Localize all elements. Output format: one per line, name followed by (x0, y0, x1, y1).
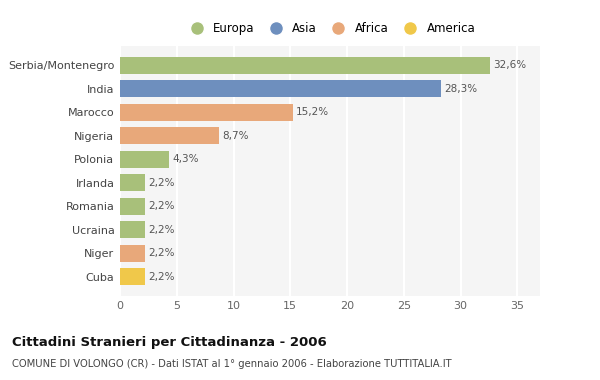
Text: 2,2%: 2,2% (148, 225, 175, 234)
Text: 2,2%: 2,2% (148, 248, 175, 258)
Bar (120, 174, 145, 191)
Text: 4,3%: 4,3% (172, 154, 199, 164)
Bar (120, 221, 145, 238)
Text: 15,2%: 15,2% (296, 108, 329, 117)
Text: 8,7%: 8,7% (222, 131, 248, 141)
Bar (120, 198, 145, 215)
Legend: Europa, Asia, Africa, America: Europa, Asia, Africa, America (181, 19, 479, 39)
Text: 2,2%: 2,2% (148, 201, 175, 211)
Text: 32,6%: 32,6% (493, 60, 527, 70)
Text: Cittadini Stranieri per Cittadinanza - 2006: Cittadini Stranieri per Cittadinanza - 2… (12, 336, 327, 349)
Bar (120, 57, 490, 74)
Bar (120, 127, 219, 144)
Text: COMUNE DI VOLONGO (CR) - Dati ISTAT al 1° gennaio 2006 - Elaborazione TUTTITALIA: COMUNE DI VOLONGO (CR) - Dati ISTAT al 1… (12, 359, 452, 369)
Bar (120, 151, 169, 168)
Bar (120, 268, 145, 285)
Text: 2,2%: 2,2% (148, 272, 175, 282)
Text: 28,3%: 28,3% (445, 84, 478, 94)
Bar (120, 245, 145, 261)
Text: 2,2%: 2,2% (148, 178, 175, 188)
Bar (120, 81, 441, 97)
Bar (120, 104, 293, 121)
